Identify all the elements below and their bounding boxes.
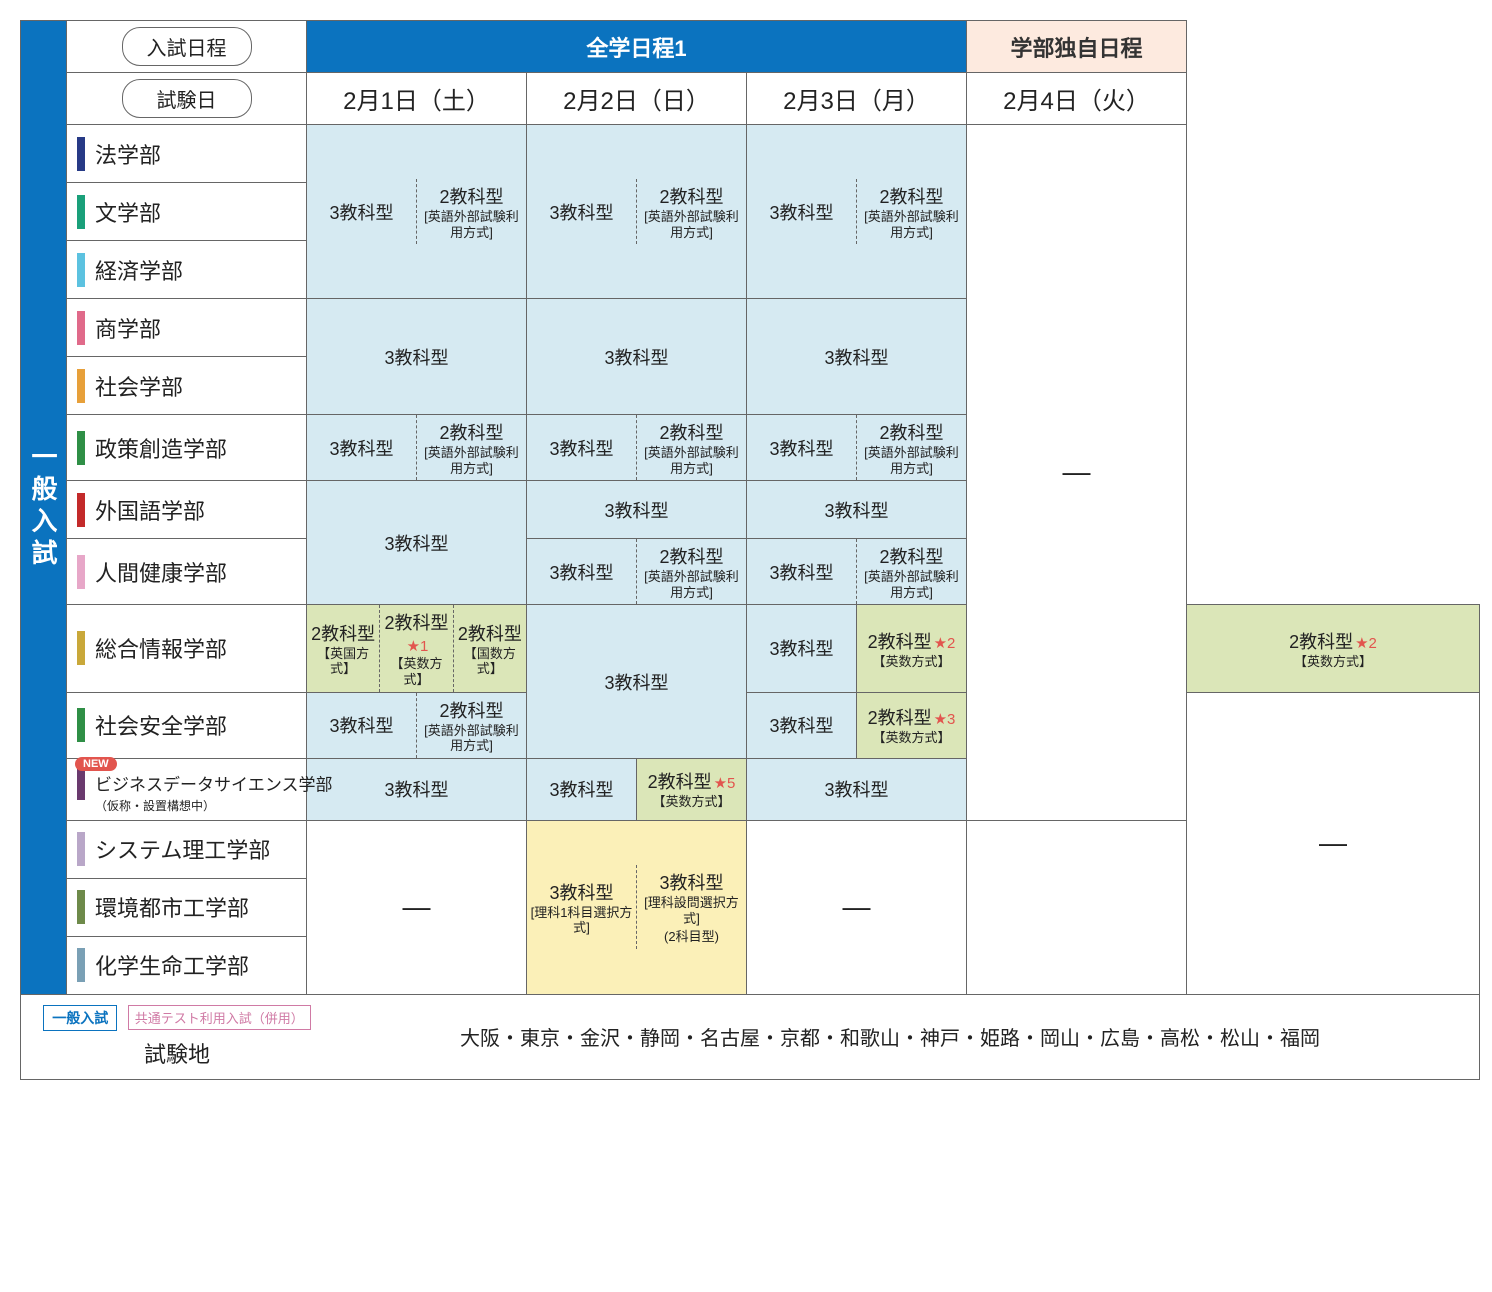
cell-health-d2: 3教科型2教科型英語外部試験利用方式 — [527, 539, 747, 605]
cell-fl-d2-top: 3教科型 — [527, 481, 747, 539]
cell-grpB-d1: 3教科型 — [307, 299, 527, 415]
shikenchi-label: 試験地 — [37, 1037, 317, 1069]
cell-safety-d1: 3教科型2教科型英語外部試験利用方式 — [307, 692, 527, 758]
cell-eng-d1: ― — [307, 820, 527, 994]
cell-fl-d3-top: 3教科型 — [747, 481, 967, 539]
fac-env: 環境都市工学部 — [67, 878, 307, 936]
cell-grpA-d2: 3教科型 2教科型英語外部試験利用方式 — [527, 125, 747, 299]
cell-info-d2: 3教科型 — [527, 605, 747, 758]
cell-info-d1: 2教科型英国方式 2教科型★1英数方式 2教科型国数方式 — [307, 605, 527, 692]
fac-chem: 化学生命工学部 — [67, 936, 307, 994]
date-4: 2月4日（火） — [967, 73, 1187, 125]
fac-policy: 政策創造学部 — [67, 415, 307, 481]
cell-info-d3-r: 2教科型★2英数方式 — [857, 605, 967, 692]
cell-policy-d1: 3教科型2教科型英語外部試験利用方式 — [307, 415, 527, 481]
fac-law: 法学部 — [67, 125, 307, 183]
hdr-examday: 試験日 — [122, 79, 252, 118]
cell-grpB-d3: 3教科型 — [747, 299, 967, 415]
main-table: 一般入試 入試日程 全学日程1 学部独自日程 試験日 2月1日（土） 2月2日（… — [20, 20, 1480, 995]
cell-eng-d3: ― — [747, 820, 967, 994]
cell-info-d4: 2教科型★2英数方式 — [1187, 605, 1480, 692]
cell-grpA-d3: 3教科型 2教科型英語外部試験利用方式 — [747, 125, 967, 299]
cell-bds-d1: 3教科型 — [307, 758, 527, 820]
date-1: 2月1日（土） — [307, 73, 527, 125]
fac-foreign: 外国語学部 — [67, 481, 307, 539]
fac-health: 人間健康学部 — [67, 539, 307, 605]
cell-grpB-d2: 3教科型 — [527, 299, 747, 415]
hdr-zengaku: 全学日程1 — [307, 21, 967, 73]
cell-policy-d2: 3教科型2教科型英語外部試験利用方式 — [527, 415, 747, 481]
fac-sys: システム理工学部 — [67, 820, 307, 878]
cell-health-d3: 3教科型2教科型英語外部試験利用方式 — [747, 539, 967, 605]
fac-safety: 社会安全学部 — [67, 692, 307, 758]
locations: 大阪・東京・金沢・静岡・名古屋・京都・和歌山・神戸・姫路・岡山・広島・高松・松山… — [317, 1022, 1463, 1051]
cell-grpA-d4: ― — [967, 125, 1187, 821]
cell-safety-d3-l: 3教科型 — [747, 692, 857, 758]
hdr-gakubu: 学部独自日程 — [967, 21, 1187, 73]
hdr-schedule: 入試日程 — [122, 27, 252, 66]
cell-safety-d3-r: 2教科型★3英数方式 — [857, 692, 967, 758]
date-3: 2月3日（月） — [747, 73, 967, 125]
fac-bds: NEW ビジネスデータサイエンス学部 （仮称・設置構想中） — [67, 758, 307, 820]
cell-lower-d4: ― — [1187, 692, 1480, 994]
fac-com: 商学部 — [67, 299, 307, 357]
bottom-box: 一般入試 共通テスト利用入試（併用） 試験地 大阪・東京・金沢・静岡・名古屋・京… — [20, 994, 1480, 1080]
cell-fl-d1: 3教科型 — [307, 481, 527, 605]
cell-grpA-d1: 3教科型 2教科型英語外部試験利用方式 — [307, 125, 527, 299]
fac-econ: 経済学部 — [67, 241, 307, 299]
cell-bds-d2-l: 3教科型 — [527, 758, 637, 820]
cell-policy-d3: 3教科型2教科型英語外部試験利用方式 — [747, 415, 967, 481]
side-label: 一般入試 — [21, 21, 67, 995]
cell-bds-d3: 3教科型 — [747, 758, 967, 820]
cell-info-d3-l: 3教科型 — [747, 605, 857, 692]
schedule-table: 一般入試 入試日程 全学日程1 学部独自日程 試験日 2月1日（土） 2月2日（… — [20, 20, 1480, 1080]
tag-general: 一般入試 — [43, 1005, 117, 1031]
fac-soc: 社会学部 — [67, 357, 307, 415]
cell-eng-d2: 3教科型理科1科目選択方式 3教科型理科設問選択方式(2科目型) — [527, 820, 747, 994]
cell-bds-d2-r: 2教科型★5英数方式 — [637, 758, 747, 820]
fac-info: 総合情報学部 — [67, 605, 307, 692]
tag-kyotsu: 共通テスト利用入試（併用） — [128, 1005, 311, 1030]
fac-lit: 文学部 — [67, 183, 307, 241]
date-2: 2月2日（日） — [527, 73, 747, 125]
